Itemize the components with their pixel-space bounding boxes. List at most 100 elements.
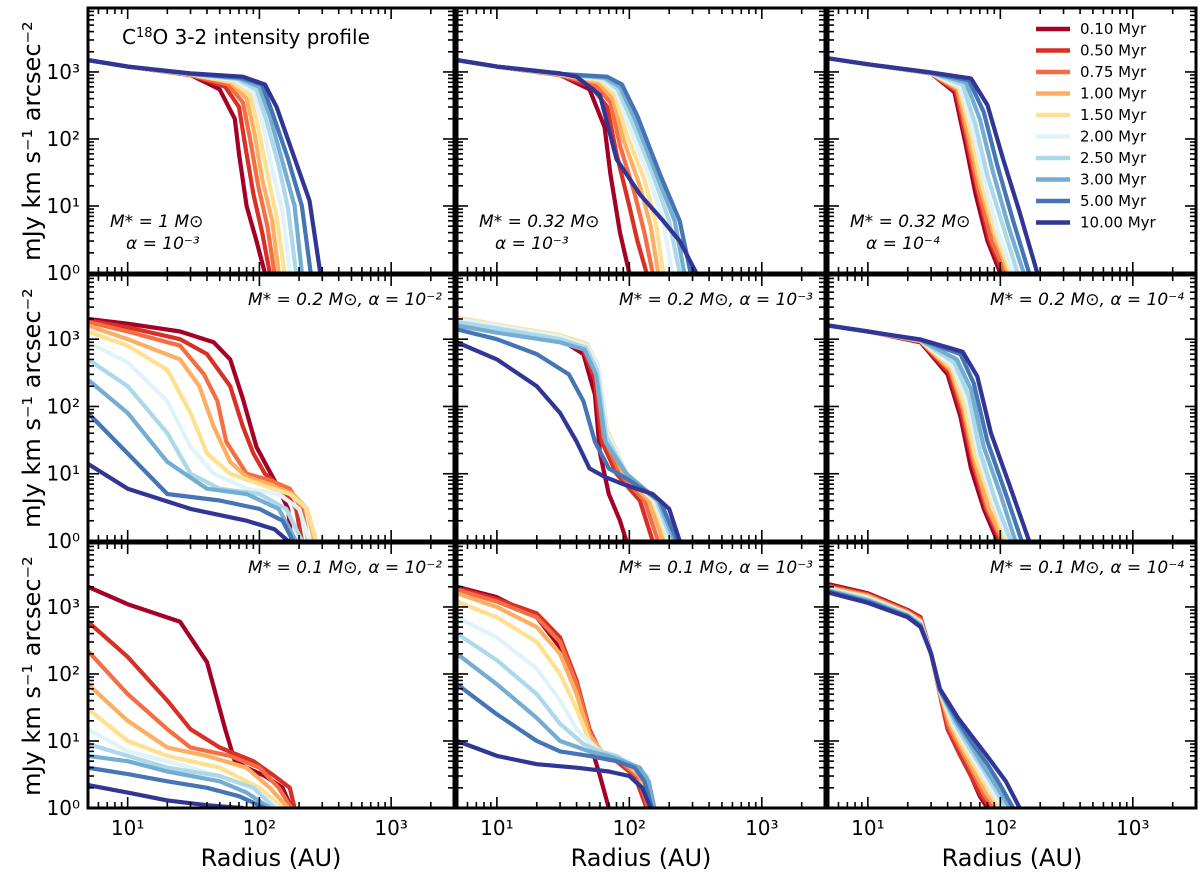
series-line-1.50-myr	[457, 315, 670, 541]
series-group	[828, 56, 1040, 273]
panel-annotation: M* = 0.2 M⊙, α = 10⁻⁴	[990, 290, 1184, 310]
panel-annotation-alpha: α = 10⁻⁴	[866, 234, 940, 254]
legend-entry: 1.00 Myr	[1036, 85, 1147, 103]
panel-frame	[455, 273, 827, 543]
y-axis-label-row-0: mJy km s⁻¹ arcsec⁻²	[18, 21, 46, 261]
series-line-2.50-myr	[88, 357, 304, 541]
legend-entry: 10.00 Myr	[1036, 214, 1157, 232]
panel-frame	[86, 541, 456, 810]
legend-entry: 2.50 Myr	[1036, 149, 1147, 167]
series-line-5.00-myr	[457, 58, 693, 273]
panel-annotation: M* = 0.2 M⊙, α = 10⁻³	[619, 290, 813, 310]
x-tick-label: 10³	[1116, 816, 1149, 840]
panel-r2c2: 10¹ 10² 10³ M* = 0.1 M⊙, α = 10⁻⁴	[826, 541, 1198, 840]
series-line-5.00-myr	[88, 765, 267, 808]
y-tick-label: 10²	[47, 394, 80, 418]
legend-entry: 0.75 Myr	[1036, 63, 1147, 81]
series-group	[88, 316, 319, 541]
panel-frame	[826, 6, 1198, 275]
series-line-5.00-myr	[88, 410, 296, 541]
x-tick-label: 10³	[374, 816, 407, 840]
legend-entry: 3.00 Myr	[1036, 171, 1147, 189]
panel-frame	[86, 6, 456, 275]
series-line-2.50-myr	[88, 741, 277, 808]
series-line-1.00-myr	[88, 682, 291, 808]
legend-entry: 0.50 Myr	[1036, 42, 1147, 60]
panel-annotation-alpha: α = 10⁻³	[126, 234, 200, 254]
legend-label: 10.00 Myr	[1080, 214, 1157, 232]
series-line-5.00-myr	[457, 682, 654, 808]
panel-annotation: M* = 0.1 M⊙, α = 10⁻³	[619, 558, 813, 578]
series-line-10.00-myr	[457, 58, 699, 273]
ticks	[827, 274, 1197, 542]
series-group	[88, 584, 297, 808]
x-tick-label: 10²	[613, 816, 646, 840]
panel-r2c1: 10¹ 10² 10³ M* = 0.1 M⊙, α = 10⁻³	[455, 541, 827, 840]
x-axis-label-col-2: Radius (AU)	[942, 844, 1083, 872]
series-line-0.50-myr	[88, 619, 297, 808]
panel-annotation: M* = 0.1 M⊙, α = 10⁻²	[248, 558, 442, 578]
x-tick-label: 10¹	[851, 816, 884, 840]
ticks	[827, 542, 1197, 809]
legend-label: 1.00 Myr	[1080, 85, 1147, 103]
panel-frame	[455, 6, 827, 275]
legend-label: 0.10 Myr	[1080, 20, 1147, 38]
panel-annotation-alpha: α = 10⁻³	[495, 234, 569, 254]
series-line-0.10-myr	[457, 584, 611, 808]
y-tick-label: 10¹	[47, 194, 80, 218]
legend-label: 3.00 Myr	[1080, 171, 1147, 189]
panel-frame	[455, 541, 827, 810]
y-axis-label-row-2: mJy km s⁻¹ arcsec⁻²	[18, 556, 46, 796]
series-line-10.00-myr	[828, 56, 1040, 273]
series-line-0.75-myr	[457, 317, 661, 541]
y-tick-label: 10¹	[47, 729, 80, 753]
panel-r1c0: 10⁰ 10¹ 10² 10³ M* = 0.2 M⊙, α = 10⁻²	[47, 273, 456, 553]
y-tick-label: 10³	[47, 595, 80, 619]
series-line-3.00-myr	[88, 753, 272, 808]
legend-entry: 1.50 Myr	[1036, 106, 1147, 124]
series-line-10.00-myr	[828, 590, 1022, 808]
panel-r0c2: M* = 0.32 M⊙α = 10⁻⁴	[826, 6, 1198, 275]
x-tick-label: 10²	[984, 816, 1017, 840]
y-tick-label: 10²	[47, 662, 80, 686]
panel-r0c0: 10⁰ 10¹ 10² 10³ M* = 1 M⊙α = 10⁻³	[47, 6, 456, 285]
series-line-10.00-myr	[88, 58, 323, 273]
panel-frame	[86, 273, 456, 543]
series-line-10.00-myr	[88, 461, 291, 541]
x-tick-label: 10¹	[480, 816, 513, 840]
legend-label: 2.00 Myr	[1080, 128, 1147, 146]
panel-frame	[826, 541, 1198, 810]
panel-annotation-mass: M* = 1 M⊙	[110, 212, 203, 232]
x-tick-label: 10²	[243, 816, 276, 840]
series-line-1.50-myr	[88, 706, 285, 808]
x-axis-label-col-1: Radius (AU)	[571, 844, 712, 872]
series-group	[457, 58, 699, 273]
y-tick-label: 10¹	[47, 462, 80, 486]
series-group	[88, 58, 323, 273]
legend-label: 1.50 Myr	[1080, 106, 1147, 124]
y-tick-label: 10²	[47, 127, 80, 151]
legend: 0.10 Myr 0.50 Myr 0.75 Myr 1.00 Myr 1.50 Myr…	[1036, 20, 1157, 232]
legend-label: 0.50 Myr	[1080, 42, 1147, 60]
series-group	[828, 323, 1032, 541]
panel-r1c2: M* = 0.2 M⊙, α = 10⁻⁴	[826, 273, 1198, 543]
panel-r1c1: M* = 0.2 M⊙, α = 10⁻³	[455, 273, 827, 543]
legend-entry: 5.00 Myr	[1036, 192, 1147, 210]
y-tick-label: 10⁰	[47, 796, 80, 820]
y-axis-label-row-1: mJy km s⁻¹ arcsec⁻²	[18, 288, 46, 528]
panel-annotation: M* = 0.2 M⊙, α = 10⁻²	[248, 290, 442, 310]
legend-entry: 2.00 Myr	[1036, 128, 1147, 146]
y-tick-label: 10⁰	[47, 529, 80, 553]
legend-label: 0.75 Myr	[1080, 63, 1147, 81]
panel-annotation-mass: M* = 0.32 M⊙	[479, 212, 599, 232]
y-tick-label: 10³	[47, 60, 80, 84]
series-line-10.00-myr	[828, 323, 1032, 541]
panel-annotation-mass: M* = 0.32 M⊙	[850, 212, 970, 232]
panel-r2c0: 10⁰ 10¹ 10² 10³ 10¹ 10² 10³ M* = 0.1 M⊙, α = 10…	[47, 541, 456, 840]
series-group	[828, 581, 1022, 808]
panel-r0c1: M* = 0.32 M⊙α = 10⁻³	[455, 6, 827, 275]
chart-title: C18O 3-2 intensity profile	[122, 25, 370, 49]
series-line-0.75-myr	[88, 648, 294, 808]
series-line-3.00-myr	[88, 377, 299, 541]
series-group	[457, 584, 657, 808]
